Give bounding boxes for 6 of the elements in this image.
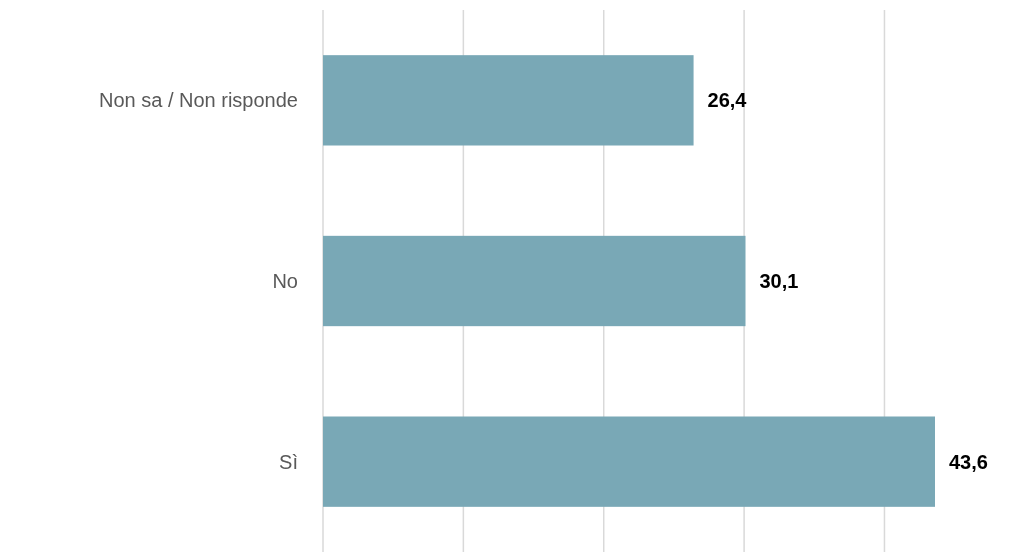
y-tick-label: Non sa / Non risponde — [98, 89, 298, 112]
y-tick-label: No — [272, 270, 298, 292]
data-label: 30,1 — [759, 270, 799, 292]
data-label: 26,4 — [707, 89, 748, 112]
y-tick-label: Sì — [279, 450, 298, 473]
data-label: 43,6 — [949, 450, 988, 473]
